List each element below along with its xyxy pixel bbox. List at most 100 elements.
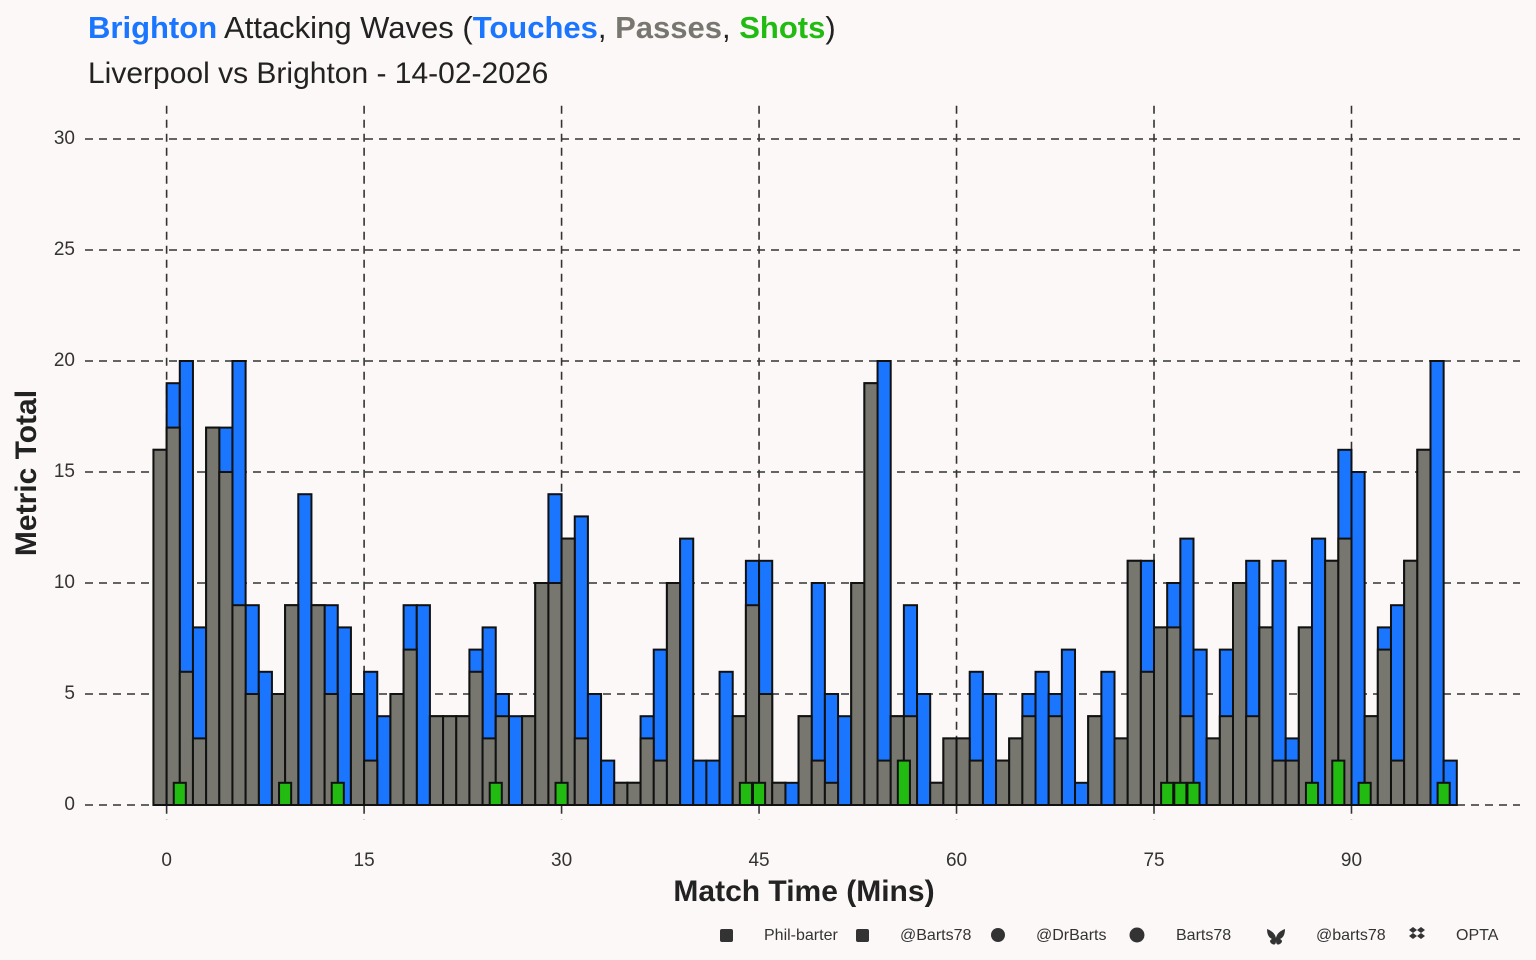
bar	[652, 759, 668, 806]
bar	[1258, 626, 1274, 807]
bar	[705, 759, 721, 806]
bar	[1310, 537, 1327, 806]
bar	[278, 781, 293, 806]
title-sep: ,	[598, 10, 615, 45]
bar	[916, 693, 932, 806]
bar	[1245, 715, 1261, 807]
bar	[1205, 737, 1221, 807]
bar	[600, 759, 616, 806]
bar	[1166, 626, 1182, 807]
bar	[1034, 670, 1050, 806]
title-series: Touches	[473, 10, 598, 45]
bar	[297, 493, 313, 806]
bar	[929, 781, 945, 806]
bar	[1416, 448, 1432, 806]
x-tick-label: 60	[946, 850, 967, 871]
bar	[981, 693, 998, 806]
bar	[626, 781, 642, 806]
bar	[336, 626, 352, 807]
bar	[850, 582, 866, 806]
bar	[573, 737, 589, 807]
title-sep: ,	[722, 10, 739, 45]
bluesky-icon	[1267, 929, 1285, 945]
bar	[718, 670, 734, 806]
title-team: Brighton	[88, 10, 217, 45]
bar	[330, 781, 345, 806]
bar	[797, 715, 813, 807]
bar	[1021, 715, 1037, 807]
x-tick-label: 0	[161, 850, 172, 871]
credit: @Barts78	[900, 927, 971, 944]
x-tick-label: 15	[354, 850, 375, 871]
bar	[152, 448, 168, 806]
x-tick-label: 30	[551, 850, 572, 871]
x-icon	[856, 929, 869, 942]
bar	[376, 715, 392, 807]
chart-subtitle: Liverpool vs Brighton - 14-02-2026	[88, 57, 548, 90]
bar	[172, 781, 187, 806]
bar	[191, 737, 208, 807]
bar	[1153, 626, 1169, 807]
y-tick-label: 10	[54, 572, 75, 593]
y-tick-label: 25	[54, 239, 75, 260]
bar	[1173, 781, 1188, 806]
bar	[751, 781, 767, 806]
bar	[560, 537, 576, 806]
bar	[1100, 670, 1116, 806]
bar	[310, 604, 326, 807]
mastodon-icon	[991, 928, 1005, 942]
bar	[488, 781, 503, 806]
bar	[1126, 559, 1142, 806]
bar	[692, 759, 708, 806]
bar	[547, 582, 563, 806]
bar	[1331, 759, 1346, 806]
x-tick-label: 45	[748, 850, 769, 871]
bar	[639, 737, 655, 807]
dropbox-icon	[1409, 927, 1425, 939]
credits-icons	[720, 927, 1425, 945]
bar	[402, 648, 418, 806]
y-tick-label: 15	[54, 461, 75, 482]
github-icon	[1129, 927, 1145, 943]
y-tick-label: 30	[54, 128, 75, 149]
x-tick-label: 75	[1143, 850, 1164, 871]
bar	[1271, 759, 1287, 806]
bar	[165, 426, 181, 806]
bar	[896, 759, 911, 806]
bar	[455, 715, 471, 807]
chart-title: Brighton Attacking Waves (Touches, Passe…	[88, 10, 836, 45]
bar	[1160, 781, 1175, 806]
bar	[771, 781, 787, 806]
bar	[218, 471, 234, 806]
bar	[1403, 559, 1419, 806]
bar	[534, 582, 550, 806]
bar	[428, 715, 445, 807]
bar	[1297, 626, 1313, 807]
bar	[257, 670, 273, 806]
bar	[1389, 759, 1406, 806]
title-series: Passes	[615, 10, 722, 45]
bar	[442, 715, 458, 807]
x-tick-label: 90	[1341, 850, 1362, 871]
bar	[1304, 781, 1320, 806]
bar	[679, 537, 695, 806]
y-tick-label: 20	[54, 350, 75, 371]
bar	[554, 781, 569, 806]
bar	[521, 715, 537, 807]
y-tick-label: 5	[64, 683, 75, 704]
bar	[1284, 759, 1300, 806]
bar	[1074, 781, 1090, 806]
bar	[468, 670, 484, 806]
bar	[1087, 715, 1103, 807]
linkedin-icon	[720, 929, 733, 942]
bar	[955, 737, 971, 807]
bar	[1429, 360, 1445, 806]
title-close: )	[825, 10, 835, 45]
bar	[823, 781, 840, 806]
bar	[1192, 648, 1208, 806]
bar	[415, 604, 431, 807]
bar	[613, 781, 629, 806]
bar	[995, 759, 1011, 806]
credit: @barts78	[1316, 927, 1386, 944]
